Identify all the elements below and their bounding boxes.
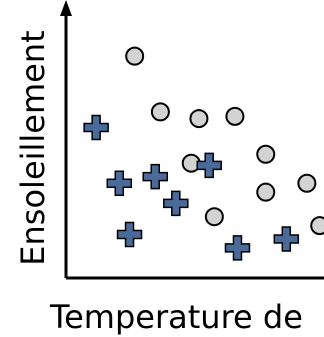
- plus-point: [106, 170, 133, 197]
- y-axis-arrow: [60, 0, 72, 16]
- plus-point: [83, 114, 109, 141]
- plus-point: [163, 190, 189, 217]
- circle-point: [256, 182, 276, 202]
- circle-point: [204, 207, 224, 227]
- plus-point: [273, 226, 300, 252]
- circle-point: [256, 144, 276, 164]
- y-axis-label: Ensoleillement: [14, 30, 52, 265]
- circle-point: [150, 102, 170, 122]
- plus-point: [196, 152, 222, 179]
- circle-point: [225, 106, 245, 126]
- plus-point: [116, 221, 143, 248]
- points-layer: [83, 46, 324, 261]
- x-axis-label: Temperature de: [49, 298, 303, 336]
- circle-point: [297, 173, 317, 193]
- circle-point: [310, 216, 324, 236]
- plus-point: [142, 163, 168, 190]
- plus-point: [224, 235, 251, 261]
- circle-point: [125, 46, 145, 66]
- circle-point: [189, 109, 209, 129]
